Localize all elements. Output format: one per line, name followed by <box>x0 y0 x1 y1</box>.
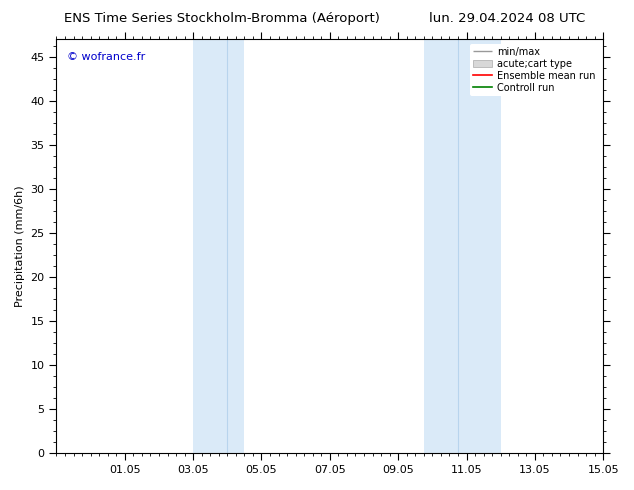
Text: lun. 29.04.2024 08 UTC: lun. 29.04.2024 08 UTC <box>429 12 585 25</box>
Legend: min/max, acute;cart type, Ensemble mean run, Controll run: min/max, acute;cart type, Ensemble mean … <box>470 44 598 96</box>
Text: ENS Time Series Stockholm-Bromma (Aéroport): ENS Time Series Stockholm-Bromma (Aéropo… <box>64 12 380 25</box>
Text: © wofrance.fr: © wofrance.fr <box>67 51 146 62</box>
Bar <box>193 39 245 453</box>
Y-axis label: Precipitation (mm/6h): Precipitation (mm/6h) <box>15 185 25 307</box>
Bar <box>424 39 501 453</box>
